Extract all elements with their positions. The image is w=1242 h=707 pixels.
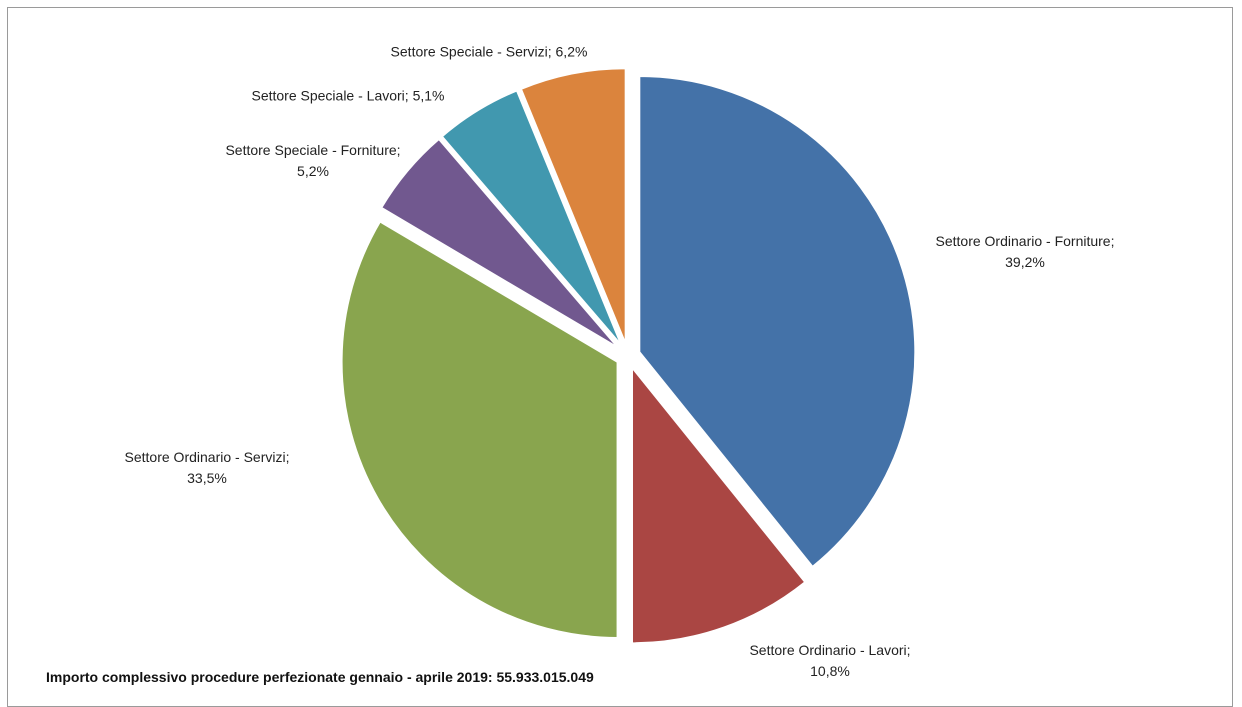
slice-speciale-servizi [519,67,627,345]
label-ordinario-lavori: Settore Ordinario - Lavori; 10,8% [749,642,911,679]
slice-ordinario-lavori [630,364,807,645]
slice-ordinario-forniture [638,75,917,569]
label-ordinario-forniture: Settore Ordinario - Forniture; 39,2% [935,233,1115,270]
slice-speciale-forniture [379,137,620,350]
slice-speciale-lavori [440,89,623,347]
label-speciale-forniture: Settore Speciale - Forniture; 5,2% [225,142,401,179]
slice-ordinario-servizi [340,220,619,639]
label-speciale-lavori: Settore Speciale - Lavori; 5,1% [251,87,445,104]
footer-total-note: Importo complessivo procedure perfeziona… [46,669,594,685]
label-ordinario-servizi: Settore Ordinario - Servizi; 33,5% [124,449,290,486]
label-speciale-servizi: Settore Speciale - Servizi; 6,2% [390,43,588,60]
